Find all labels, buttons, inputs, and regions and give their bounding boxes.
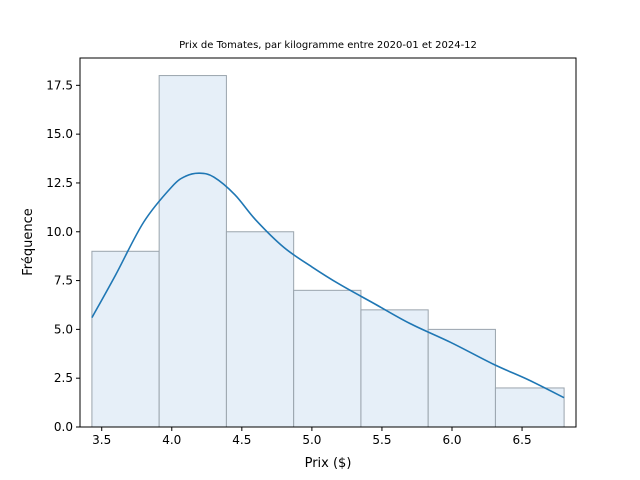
y-axis: 0.0 2.5 5.0 7.5 10.0 12.5 15.0 17.5 [46,78,80,434]
histogram-bars [91,75,565,428]
y-tick-label: 12.5 [46,176,73,190]
histogram-bar [225,231,295,428]
x-axis: 3.5 4.0 4.5 5.0 5.5 6.0 6.5 [92,427,532,447]
histogram-bar [427,328,496,428]
x-tick-label: 4.5 [232,433,251,447]
x-axis-label: Prix ($) [305,456,352,471]
histogram-bar [494,387,565,428]
histogram-bar [91,250,160,428]
y-tick-label: 2.5 [54,371,73,385]
y-tick-label: 17.5 [46,78,73,92]
y-tick-label: 15.0 [46,127,73,141]
kde-curve-layer [91,172,565,399]
y-tick-label: 5.0 [54,322,73,336]
y-tick-label: 0.0 [54,420,73,434]
x-tick-label: 6.0 [442,433,461,447]
x-tick-label: 3.5 [92,433,111,447]
histogram-bar [293,289,362,428]
histogram-bar [158,75,227,428]
y-tick-label: 7.5 [54,274,73,288]
x-tick-label: 5.5 [372,433,391,447]
y-axis-label: Fréquence [21,208,36,275]
x-tick-label: 5.0 [302,433,321,447]
kde-line [91,172,565,399]
y-tick-label: 10.0 [46,225,73,239]
plot-frame [79,57,577,428]
x-tick-label: 6.5 [513,433,532,447]
chart-title: Prix de Tomates, par kilogramme entre 20… [179,40,477,51]
x-tick-label: 4.0 [162,433,181,447]
